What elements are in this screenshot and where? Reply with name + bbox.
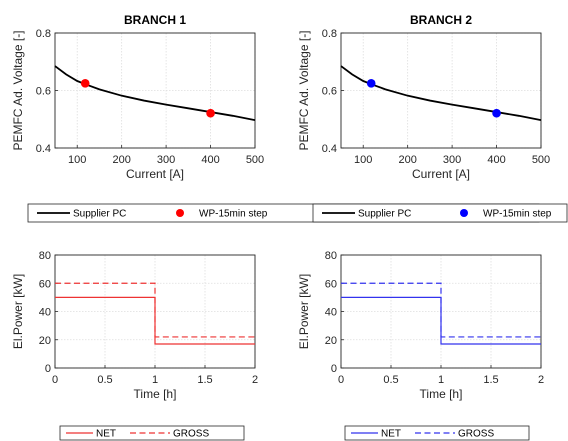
x-axis-label: Current [A] <box>126 167 184 181</box>
x-tick-label: 0.5 <box>383 374 398 386</box>
x-tick-label: 300 <box>443 154 461 166</box>
legend-label: NET <box>381 429 401 440</box>
x-axis-label: Current [A] <box>412 167 470 181</box>
legend-label: NET <box>96 429 116 440</box>
y-tick-label: 40 <box>39 307 51 319</box>
axes-frame <box>54 254 256 369</box>
legend-marker-swatch <box>176 209 184 217</box>
y-tick-label: 60 <box>325 278 337 290</box>
x-tick-label: 200 <box>398 154 416 166</box>
legend-marker-swatch <box>460 209 468 217</box>
legend: NET GROSS <box>59 425 245 441</box>
y-tick-label: 0.8 <box>36 28 51 40</box>
x-tick-label: 100 <box>354 154 372 166</box>
y-tick-label: 0 <box>45 363 51 375</box>
y-tick-label: 0.4 <box>322 143 337 155</box>
x-tick-label: 0 <box>52 374 58 386</box>
x-tick-label: 1 <box>152 374 158 386</box>
data-point <box>206 108 215 118</box>
y-tick-label: 20 <box>325 335 337 347</box>
series-line-2 <box>55 282 255 338</box>
axes-frame <box>54 32 256 149</box>
x-tick-label: 300 <box>157 154 175 166</box>
legend-label: WP-15min step <box>199 209 268 220</box>
x-tick-label: 200 <box>112 154 130 166</box>
chart-title: BRANCH 1 <box>124 13 186 27</box>
y-axis-label: PEMFC Ad. Voltage [-] <box>297 30 311 150</box>
x-tick-label: 500 <box>246 154 264 166</box>
x-tick-label: 1.5 <box>483 374 498 386</box>
data-point <box>366 79 376 88</box>
y-tick-label: 0.8 <box>322 28 337 40</box>
legend-label: GROSS <box>458 429 494 440</box>
legend: Supplier PC WP-15min step <box>312 203 568 223</box>
x-tick-label: 1.5 <box>197 374 212 386</box>
series-line-2 <box>341 282 541 338</box>
y-tick-label: 0.6 <box>322 86 337 98</box>
y-tick-label: 20 <box>39 335 51 347</box>
x-tick-label: 2 <box>538 374 544 386</box>
y-tick-label: 40 <box>325 307 337 319</box>
x-tick-label: 400 <box>487 154 505 166</box>
y-axis-label: El.Power [kW] <box>11 274 25 349</box>
x-tick-label: 1 <box>438 374 444 386</box>
legend: NET GROSS <box>344 425 530 441</box>
x-tick-label: 100 <box>68 154 86 166</box>
data-point <box>492 108 501 118</box>
y-tick-label: 0.4 <box>36 143 51 155</box>
legend-box <box>312 203 568 223</box>
x-axis-label: Time [h] <box>420 387 463 401</box>
y-tick-label: 0.6 <box>36 86 51 98</box>
legend-label: Supplier PC <box>358 209 411 220</box>
y-tick-label: 60 <box>39 278 51 290</box>
y-axis-label: El.Power [kW] <box>297 274 311 349</box>
chart-2: 100 200 300 400 500 0.4 0.6 0.8 BRANCH 2 Current … <box>297 13 568 223</box>
x-tick-label: 2 <box>252 374 258 386</box>
legend-label: WP-15min step <box>483 209 552 220</box>
legend-label: Supplier PC <box>73 209 126 220</box>
legend-label: GROSS <box>173 429 209 440</box>
x-tick-label: 0.5 <box>97 374 112 386</box>
x-tick-label: 400 <box>201 154 219 166</box>
axes-frame <box>340 254 542 369</box>
y-tick-label: 80 <box>325 250 337 262</box>
axes-frame <box>340 32 542 149</box>
y-axis-label: PEMFC Ad. Voltage [-] <box>11 30 25 150</box>
x-tick-label: 0 <box>338 374 344 386</box>
data-point <box>80 79 90 88</box>
y-tick-label: 80 <box>39 250 51 262</box>
chart-title: BRANCH 2 <box>410 13 472 27</box>
y-tick-label: 0 <box>331 363 337 375</box>
x-tick-label: 500 <box>532 154 550 166</box>
x-axis-label: Time [h] <box>134 387 177 401</box>
